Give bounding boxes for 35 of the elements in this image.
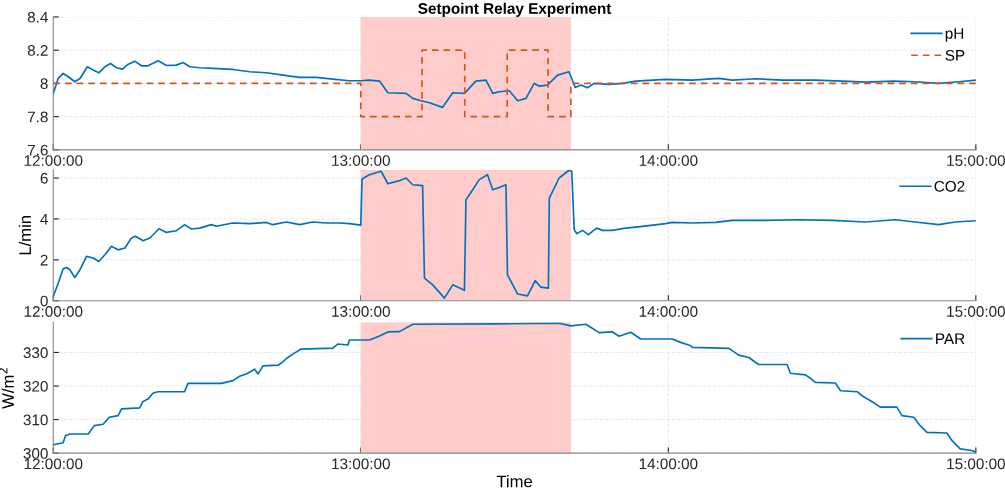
y-tick-label: 8.4 (27, 11, 48, 23)
legend-label: SP (945, 49, 965, 61)
line-series (53, 59, 976, 109)
legend-label: CO2 (934, 180, 965, 192)
y-tick-label: 7.6 (27, 144, 48, 156)
chart-title: Setpoint Relay Experiment (418, 2, 612, 17)
y-tick-label: 6 (40, 172, 48, 184)
x-tick-label: 15:00:00 (947, 458, 1005, 470)
y-tick-label: 0 (40, 295, 48, 307)
x-tick-label: 13:00:00 (332, 458, 390, 470)
x-tick-label: 12:00:00 (24, 155, 83, 166)
line-series (53, 322, 976, 454)
x-axis-title: Time (496, 475, 533, 488)
y-tick-label: 2 (40, 254, 48, 266)
x-tick-label: 15:00:00 (947, 306, 1005, 317)
x-tick-label: 12:00:00 (24, 458, 83, 470)
legend-label: pH (945, 28, 964, 42)
y-tick-label: 330 (23, 347, 48, 359)
legend-label: PAR (936, 333, 965, 344)
x-tick-label: 13:00:00 (332, 306, 390, 317)
x-tick-label: 14:00:00 (639, 458, 698, 470)
x-tick-label: 15:00:00 (947, 155, 1005, 166)
y-tick-label: 310 (23, 414, 48, 426)
x-tick-label: 14:00:00 (639, 155, 698, 166)
y-tick-label: 8.2 (27, 45, 48, 56)
x-tick-label: 14:00:00 (639, 306, 698, 317)
y-tick-label: 4 (40, 213, 48, 225)
y-tick-label: 300 (23, 448, 48, 459)
y-tick-label: 8 (40, 78, 48, 90)
y-axis-title: L/min (18, 216, 32, 255)
x-tick-label: 12:00:00 (24, 306, 83, 317)
line-series (53, 169, 976, 299)
y-tick-label: 320 (23, 380, 48, 392)
x-tick-label: 13:00:00 (332, 155, 390, 166)
y-tick-label: 7.8 (27, 111, 48, 123)
